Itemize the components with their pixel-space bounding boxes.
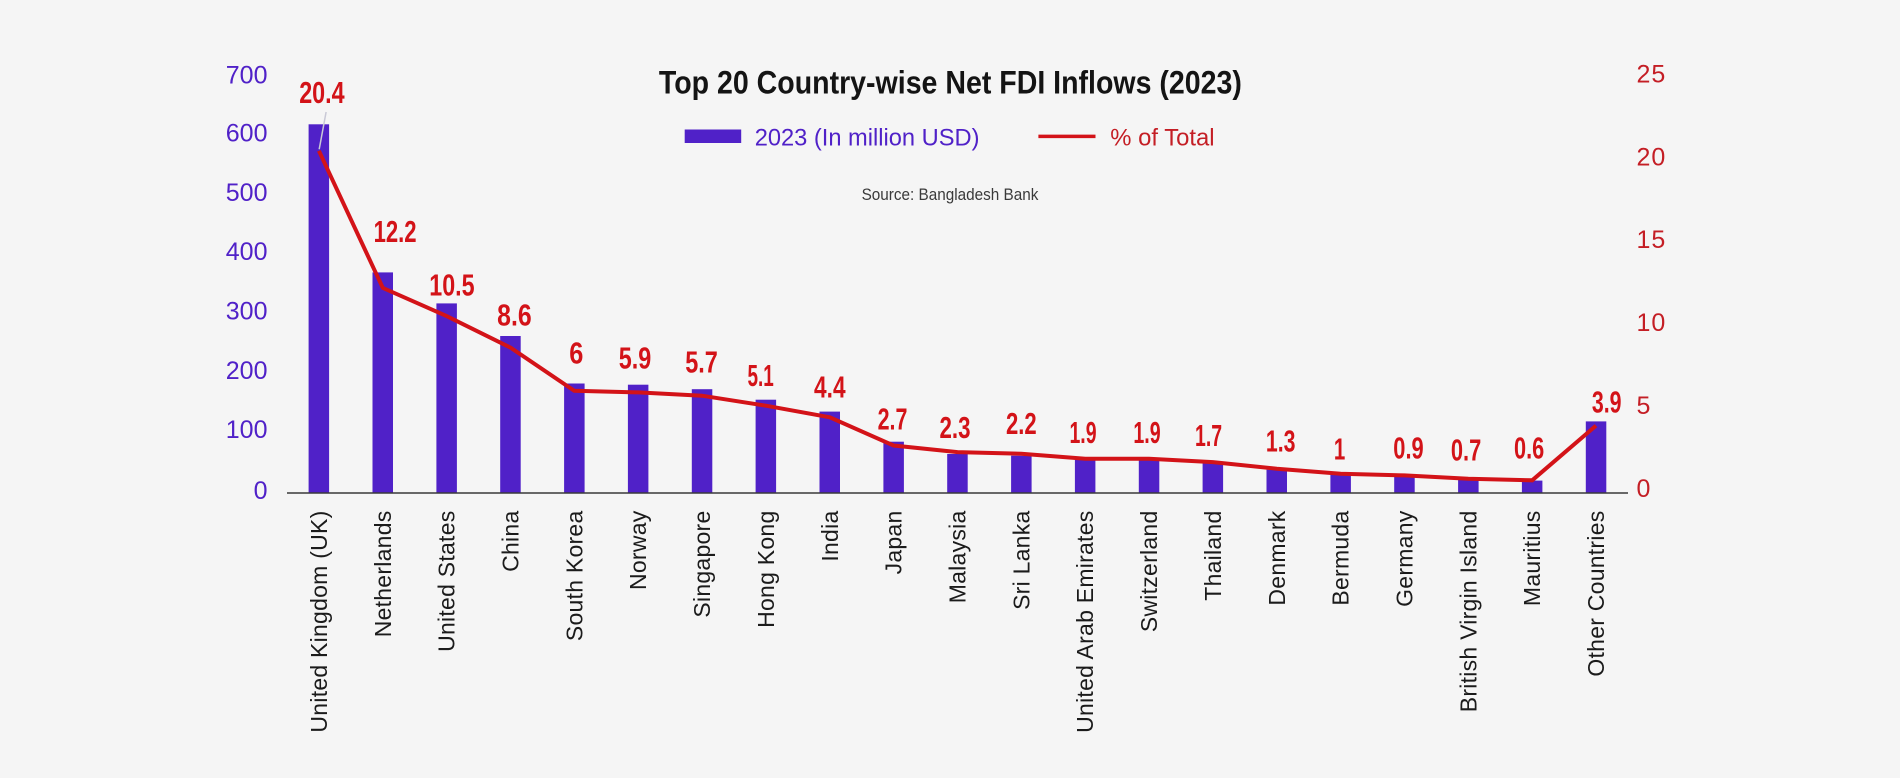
- svg-text:1: 1: [1334, 431, 1345, 466]
- svg-text:15: 15: [1637, 226, 1667, 254]
- svg-text:0: 0: [1637, 475, 1652, 503]
- svg-text:2.2: 2.2: [1006, 406, 1037, 441]
- svg-text:India: India: [817, 511, 843, 562]
- svg-text:Malaysia: Malaysia: [945, 511, 971, 604]
- svg-text:Sri Lanka: Sri Lanka: [1008, 511, 1034, 610]
- svg-text:1.7: 1.7: [1195, 418, 1222, 453]
- svg-text:600: 600: [226, 120, 268, 148]
- svg-text:10: 10: [1637, 309, 1667, 337]
- svg-text:1.9: 1.9: [1069, 415, 1096, 450]
- svg-text:Netherlands: Netherlands: [370, 511, 396, 638]
- svg-text:Bermuda: Bermuda: [1328, 511, 1354, 606]
- svg-text:Germany: Germany: [1392, 510, 1418, 607]
- svg-text:4.4: 4.4: [814, 370, 846, 405]
- svg-text:Norway: Norway: [625, 510, 651, 590]
- svg-text:United States: United States: [434, 511, 460, 652]
- svg-text:1.9: 1.9: [1133, 415, 1160, 450]
- svg-text:400: 400: [226, 238, 268, 266]
- svg-text:20.4: 20.4: [299, 75, 345, 110]
- svg-text:2023 (In million USD): 2023 (In million USD): [755, 125, 980, 152]
- svg-text:6: 6: [569, 335, 583, 370]
- svg-text:25: 25: [1637, 61, 1667, 89]
- svg-text:8.6: 8.6: [497, 297, 532, 332]
- svg-text:Mauritius: Mauritius: [1519, 511, 1545, 607]
- svg-text:United Kingdom (UK): United Kingdom (UK): [306, 511, 332, 733]
- svg-text:Denmark: Denmark: [1264, 510, 1290, 605]
- svg-text:British Virgin Island: British Virgin Island: [1455, 511, 1481, 713]
- svg-text:Japan: Japan: [881, 511, 907, 575]
- svg-text:1.3: 1.3: [1266, 423, 1296, 458]
- svg-text:Top 20 Country-wise Net FDI In: Top 20 Country-wise Net FDI Inflows (202…: [659, 65, 1242, 101]
- svg-text:3.9: 3.9: [1592, 384, 1622, 419]
- svg-text:5.9: 5.9: [619, 340, 652, 375]
- svg-text:0: 0: [254, 477, 268, 505]
- svg-text:500: 500: [226, 179, 268, 207]
- svg-text:10.5: 10.5: [429, 268, 474, 303]
- svg-text:United Arab Emirates: United Arab Emirates: [1072, 511, 1098, 733]
- svg-text:2.7: 2.7: [878, 402, 908, 437]
- svg-text:5: 5: [1637, 392, 1652, 420]
- svg-text:Singapore: Singapore: [689, 511, 715, 618]
- svg-text:% of Total: % of Total: [1110, 125, 1214, 152]
- svg-text:China: China: [498, 511, 524, 572]
- svg-text:0.9: 0.9: [1393, 430, 1423, 465]
- svg-text:0.7: 0.7: [1451, 433, 1481, 468]
- svg-text:5.7: 5.7: [685, 345, 718, 380]
- svg-text:Thailand: Thailand: [1200, 511, 1226, 601]
- svg-text:South Korea: South Korea: [561, 511, 587, 642]
- svg-text:5.1: 5.1: [747, 358, 773, 393]
- svg-text:0.6: 0.6: [1514, 430, 1544, 465]
- svg-text:700: 700: [226, 62, 268, 90]
- svg-text:2.3: 2.3: [940, 410, 971, 445]
- svg-text:Other Countries: Other Countries: [1583, 511, 1609, 677]
- svg-text:Source: Bangladesh Bank: Source: Bangladesh Bank: [862, 185, 1039, 204]
- svg-text:Hong Kong: Hong Kong: [753, 511, 779, 628]
- svg-text:300: 300: [226, 298, 268, 326]
- svg-text:100: 100: [226, 416, 268, 444]
- svg-text:20: 20: [1637, 143, 1667, 171]
- svg-text:200: 200: [226, 357, 268, 385]
- svg-text:12.2: 12.2: [374, 214, 417, 249]
- svg-text:Switzerland: Switzerland: [1136, 511, 1162, 633]
